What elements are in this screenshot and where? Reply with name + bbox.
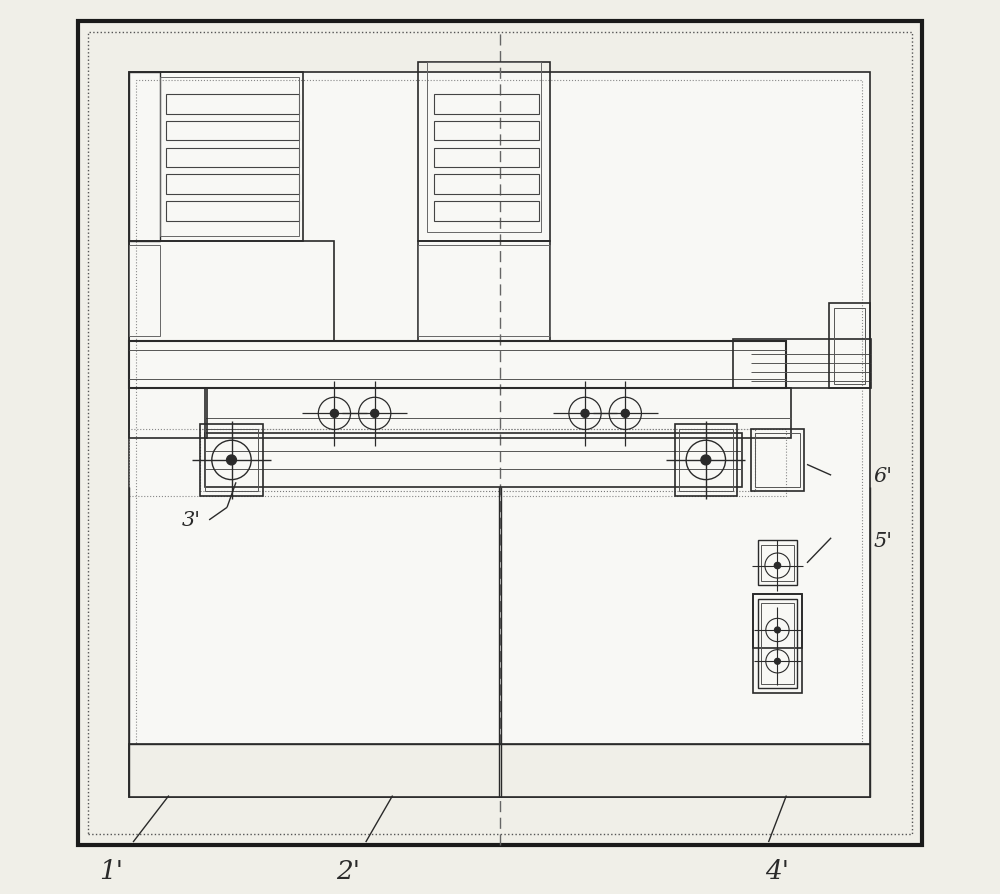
- Bar: [753, 595, 802, 693]
- Bar: [129, 342, 786, 389]
- Bar: [166, 122, 299, 141]
- Bar: [205, 434, 742, 487]
- Bar: [675, 425, 737, 496]
- Text: 4': 4': [765, 858, 789, 883]
- Bar: [205, 429, 258, 492]
- Bar: [755, 434, 800, 487]
- Bar: [834, 308, 865, 384]
- Bar: [129, 389, 207, 438]
- Text: 5': 5': [874, 531, 893, 551]
- Bar: [758, 599, 797, 688]
- Circle shape: [371, 409, 379, 417]
- Bar: [679, 429, 733, 492]
- Bar: [160, 78, 299, 237]
- Circle shape: [775, 659, 780, 664]
- Bar: [434, 95, 539, 114]
- Bar: [434, 148, 539, 168]
- Bar: [434, 122, 539, 141]
- Text: 3': 3': [182, 510, 201, 530]
- Circle shape: [621, 409, 629, 417]
- Bar: [733, 340, 871, 389]
- Bar: [166, 175, 299, 195]
- Bar: [758, 541, 797, 586]
- Circle shape: [775, 628, 780, 633]
- Bar: [418, 63, 550, 241]
- Bar: [166, 95, 299, 114]
- Bar: [829, 304, 870, 389]
- Circle shape: [774, 563, 781, 569]
- Circle shape: [227, 456, 236, 465]
- Bar: [753, 595, 802, 648]
- Bar: [200, 425, 263, 496]
- Circle shape: [330, 409, 338, 417]
- Bar: [136, 80, 862, 790]
- Bar: [129, 429, 786, 496]
- Bar: [205, 389, 791, 438]
- Bar: [761, 545, 794, 581]
- Bar: [129, 73, 160, 241]
- Text: 1': 1': [99, 858, 123, 883]
- Bar: [129, 246, 160, 337]
- Bar: [751, 429, 804, 492]
- Bar: [418, 246, 550, 337]
- Bar: [434, 175, 539, 195]
- Circle shape: [701, 456, 711, 465]
- Bar: [129, 744, 870, 797]
- Bar: [166, 148, 299, 168]
- Bar: [88, 33, 912, 834]
- Bar: [418, 241, 550, 342]
- Bar: [166, 202, 299, 222]
- Bar: [200, 429, 755, 492]
- Bar: [761, 603, 794, 684]
- Bar: [434, 202, 539, 222]
- Bar: [129, 73, 303, 241]
- Text: 6': 6': [874, 466, 893, 485]
- Circle shape: [581, 409, 589, 417]
- Bar: [129, 241, 334, 342]
- Bar: [129, 73, 870, 797]
- Text: 2': 2': [336, 858, 360, 883]
- Bar: [427, 63, 541, 232]
